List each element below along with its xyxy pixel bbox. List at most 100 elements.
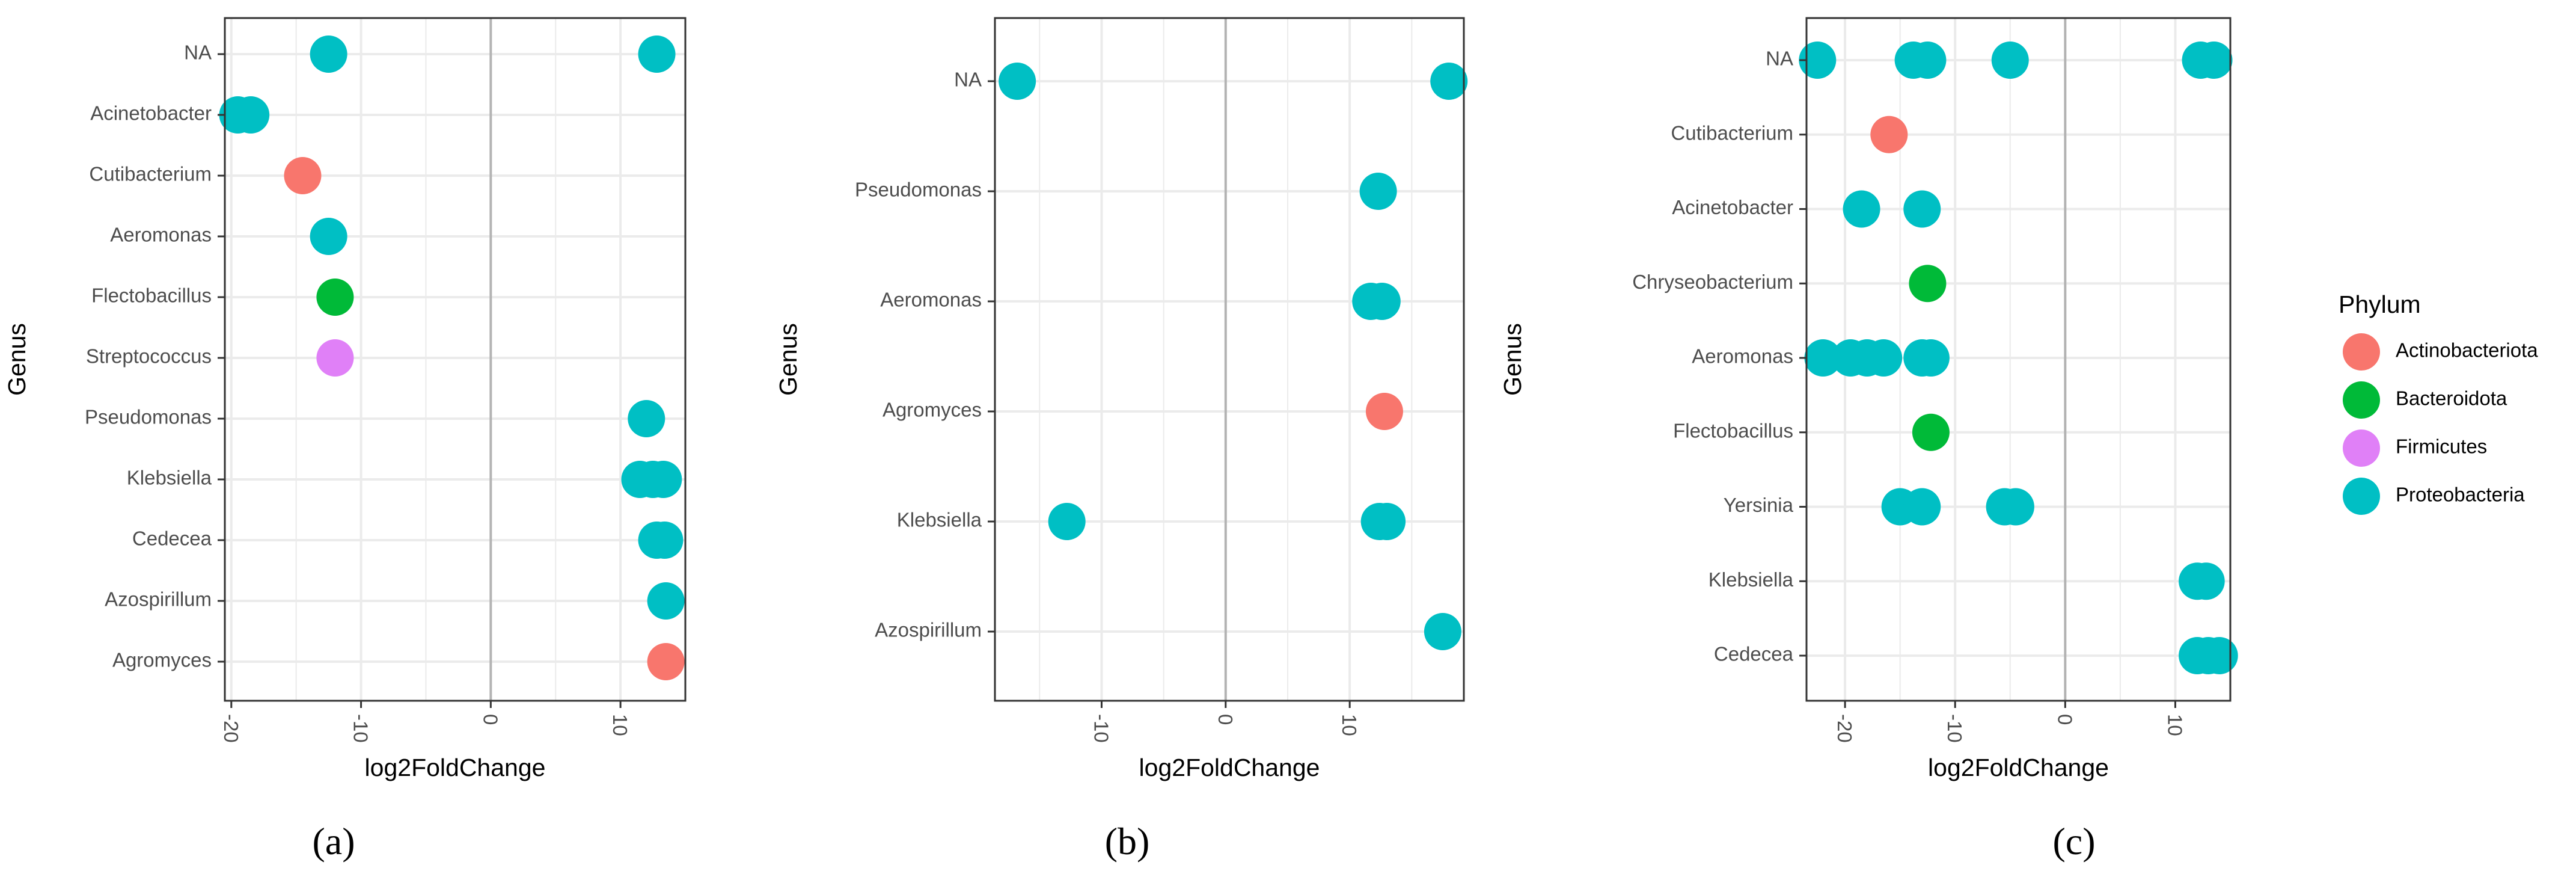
point-agromyces — [647, 643, 685, 680]
y-tick-label: Cedecea — [1714, 643, 1794, 665]
panel-c: NA Cutibacterium Acinetobacter Chryseobacte… — [1499, 17, 2238, 863]
point-azospirillum — [1424, 613, 1461, 650]
y-tick-label: NA — [954, 69, 982, 91]
y-axis-title: Genus — [3, 323, 31, 396]
y-tick-label: Cutibacterium — [1671, 122, 1793, 144]
point-pseudomonas — [628, 400, 665, 437]
panel-border — [224, 17, 687, 702]
panels: NA Acinetobacter Cutibacterium Aeromonas Fle… — [3, 17, 2238, 863]
y-tick-label: Agromyces — [883, 399, 982, 421]
point-pseudomonas — [1359, 173, 1397, 210]
point-klebsiella — [644, 461, 682, 498]
point-na — [638, 35, 676, 73]
y-tick-label: Flectobacillus — [1673, 419, 1793, 442]
point-yersinia — [1903, 488, 1941, 526]
point-na — [1430, 63, 1468, 100]
panel-b: NA Pseudomonas Aeromonas Agromyces Klebsiell… — [774, 17, 1468, 863]
point-aeromonas — [310, 218, 347, 255]
point-aeromonas — [1912, 339, 1950, 377]
point-na — [999, 63, 1036, 100]
panel-label: (a) — [312, 820, 355, 863]
point-flectobacillus — [1912, 413, 1950, 451]
y-tick-label: Yersinia — [1724, 494, 1794, 516]
point-agromyces — [1365, 393, 1403, 430]
legend-key-actinobacteriota — [2343, 333, 2380, 371]
y-tick-label: Klebsiella — [127, 467, 212, 489]
point-azospirillum — [647, 582, 685, 620]
legend-label-actinobacteriota: Actinobacteriota — [2396, 339, 2538, 362]
legend-key-bacteroidota — [2343, 381, 2380, 419]
point-na — [1909, 42, 1947, 79]
x-tick-label: 0 — [2054, 714, 2076, 725]
point-klebsiella — [1368, 503, 1406, 540]
x-axis-title: log2FoldChange — [365, 754, 546, 781]
point-cedecea — [646, 522, 684, 559]
y-tick-label: Klebsiella — [897, 509, 982, 531]
legend-title: Phylum — [2339, 291, 2421, 318]
point-na — [1799, 42, 1837, 79]
x-tick-label: 10 — [609, 714, 631, 736]
y-tick-label: Chryseobacterium — [1632, 271, 1793, 293]
x-tick-label: 10 — [1338, 714, 1360, 736]
y-tick-label: NA — [1766, 48, 1793, 70]
point-acinetobacter — [1843, 190, 1880, 228]
panel-border — [1805, 17, 2232, 702]
y-tick-label: Agromyces — [112, 649, 212, 671]
point-aeromonas — [1363, 283, 1401, 320]
point-na — [1991, 42, 2029, 79]
legend-key-firmicutes — [2343, 429, 2380, 467]
point-klebsiella — [1048, 503, 1086, 540]
x-tick-label: 0 — [1214, 714, 1237, 725]
legend: Phylum Actinobacteriota Bacteroidota Firmic… — [2339, 291, 2538, 515]
point-flectobacillus — [316, 278, 354, 316]
x-tick-label: -10 — [350, 714, 372, 743]
y-tick-label: Cedecea — [132, 528, 212, 550]
legend-label-firmicutes: Firmicutes — [2396, 435, 2487, 458]
y-tick-label: Streptococcus — [86, 345, 212, 368]
y-tick-label: Acinetobacter — [1672, 196, 1793, 218]
point-aeromonas — [1865, 339, 1903, 377]
x-axis-title: log2FoldChange — [1928, 754, 2109, 781]
legend-label-bacteroidota: Bacteroidota — [2396, 387, 2507, 410]
panel-label: (b) — [1105, 820, 1150, 863]
y-tick-label: Acinetobacter — [90, 102, 212, 125]
plot-area — [995, 18, 1464, 701]
x-axis-title: log2FoldChange — [1139, 754, 1320, 781]
y-axis-title: Genus — [1499, 323, 1526, 396]
legend-key-proteobacteria — [2343, 478, 2380, 515]
point-yersinia — [1996, 488, 2034, 526]
point-acinetobacter — [1903, 190, 1941, 228]
point-acinetobacter — [232, 96, 270, 134]
y-tick-label: Azospirillum — [875, 619, 982, 641]
y-axis-title: Genus — [774, 323, 802, 396]
point-na — [2195, 42, 2233, 79]
x-tick-label: 0 — [479, 714, 501, 725]
x-tick-label: -20 — [220, 714, 242, 743]
y-tick-label: Aeromonas — [110, 224, 212, 246]
point-cutibacterium — [284, 157, 322, 194]
y-tick-label: Azospirillum — [105, 588, 212, 611]
y-tick-label: Pseudomonas — [85, 406, 212, 428]
y-tick-label: Klebsiella — [1709, 568, 1794, 591]
y-tick-label: Cutibacterium — [89, 163, 212, 185]
y-tick-label: Aeromonas — [880, 289, 982, 311]
x-tick-label: -10 — [1944, 714, 1966, 743]
panel-border — [994, 17, 1465, 702]
x-tick-label: -20 — [1834, 714, 1856, 743]
y-tick-label: NA — [184, 42, 212, 64]
point-klebsiella — [2187, 562, 2225, 600]
point-chryseobacterium — [1909, 265, 1947, 303]
y-tick-label: Pseudomonas — [855, 179, 982, 201]
plot-area — [225, 18, 685, 701]
point-streptococcus — [316, 339, 354, 377]
legend-label-proteobacteria: Proteobacteria — [2396, 484, 2525, 506]
x-tick-label: 10 — [2164, 714, 2186, 736]
y-tick-label: Flectobacillus — [91, 285, 212, 307]
panel-a: NA Acinetobacter Cutibacterium Aeromonas Fle… — [3, 17, 687, 863]
point-cedecea — [2200, 637, 2238, 674]
x-tick-label: -10 — [1090, 714, 1112, 743]
point-cutibacterium — [1870, 115, 1908, 153]
point-na — [310, 35, 347, 73]
y-tick-label: Aeromonas — [1692, 345, 1793, 368]
